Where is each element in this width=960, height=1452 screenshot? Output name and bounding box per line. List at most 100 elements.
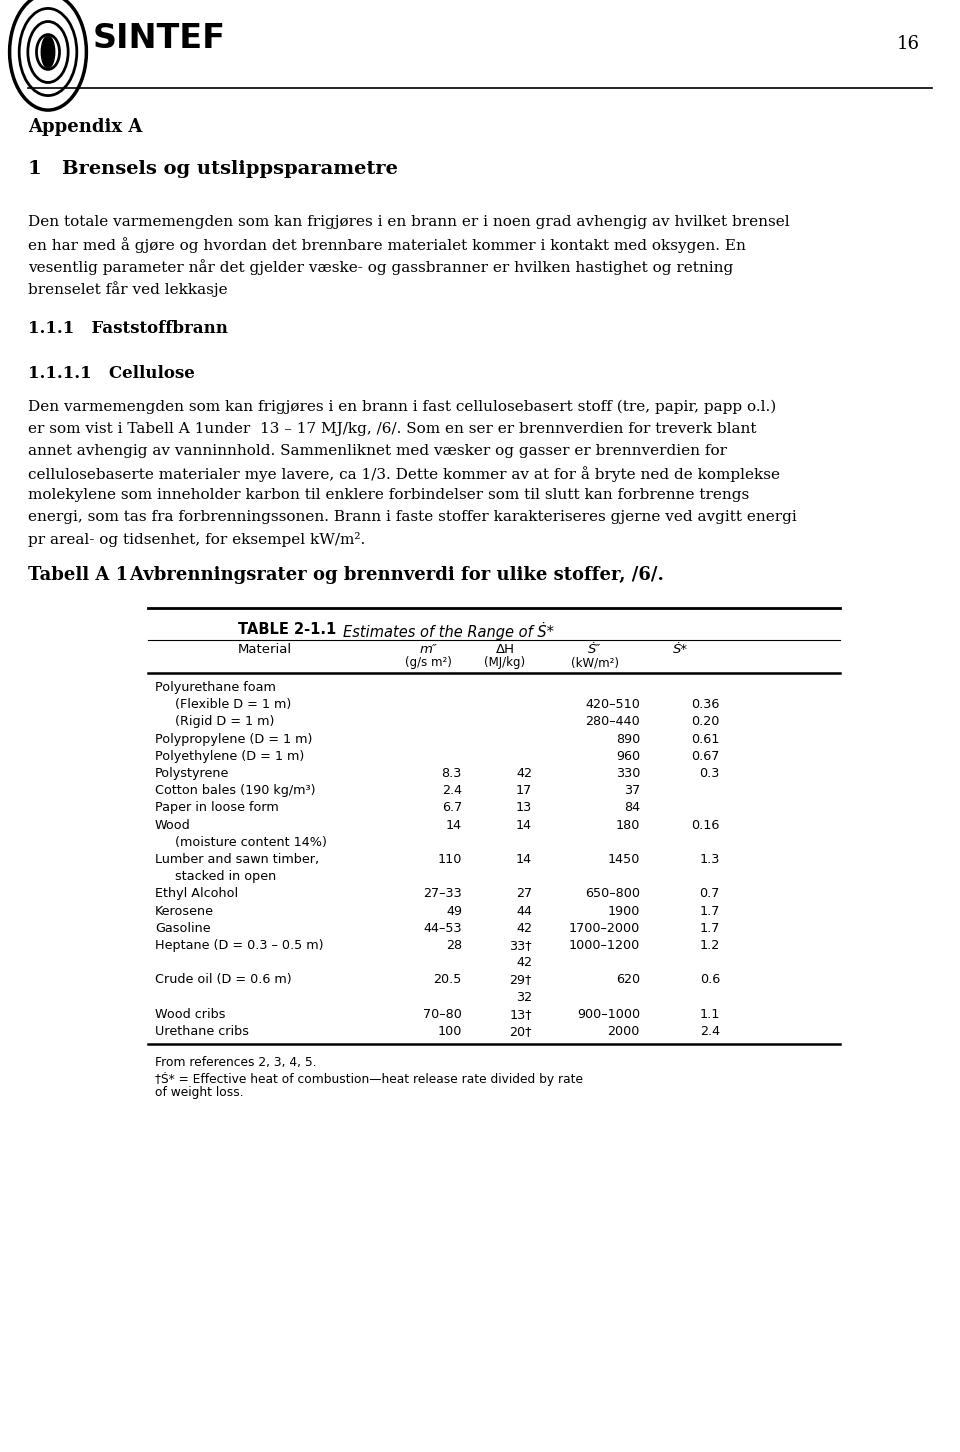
- Text: Cotton bales (190 kg/m³): Cotton bales (190 kg/m³): [155, 784, 316, 797]
- Text: Kerosene: Kerosene: [155, 905, 214, 918]
- Text: 27–33: 27–33: [423, 887, 462, 900]
- Text: Ṡ″: Ṡ″: [588, 643, 602, 656]
- Text: 14: 14: [516, 852, 532, 865]
- Text: Wood cribs: Wood cribs: [155, 1008, 226, 1021]
- Text: 890: 890: [615, 733, 640, 745]
- Text: Gasoline: Gasoline: [155, 922, 210, 935]
- Text: molekylene som inneholder karbon til enklere forbindelser som til slutt kan forb: molekylene som inneholder karbon til enk…: [28, 488, 749, 502]
- Text: Polystyrene: Polystyrene: [155, 767, 229, 780]
- Text: 28: 28: [445, 939, 462, 953]
- Text: 0.3: 0.3: [700, 767, 720, 780]
- Text: 330: 330: [615, 767, 640, 780]
- Text: 110: 110: [438, 852, 462, 865]
- Text: 900–1000: 900–1000: [577, 1008, 640, 1021]
- Text: 1.2: 1.2: [700, 939, 720, 953]
- Text: m″: m″: [420, 643, 437, 656]
- Text: 13: 13: [516, 802, 532, 815]
- Text: (Rigid D = 1 m): (Rigid D = 1 m): [175, 716, 275, 729]
- Text: 13†: 13†: [510, 1008, 532, 1021]
- Text: ΔH: ΔH: [495, 643, 515, 656]
- Text: 2.4: 2.4: [700, 1025, 720, 1038]
- Text: cellulosebaserte materialer mye lavere, ca 1/3. Dette kommer av at for å bryte n: cellulosebaserte materialer mye lavere, …: [28, 466, 780, 482]
- Text: 0.61: 0.61: [691, 733, 720, 745]
- Text: 29†: 29†: [510, 973, 532, 986]
- Text: 1900: 1900: [608, 905, 640, 918]
- Text: Tabell A 1: Tabell A 1: [28, 566, 128, 584]
- Text: 100: 100: [438, 1025, 462, 1038]
- Text: 42: 42: [516, 767, 532, 780]
- Text: 44: 44: [516, 905, 532, 918]
- Text: 280–440: 280–440: [586, 716, 640, 729]
- Text: Heptane (D = 0.3 – 0.5 m): Heptane (D = 0.3 – 0.5 m): [155, 939, 324, 953]
- Text: From references 2, 3, 4, 5.: From references 2, 3, 4, 5.: [155, 1056, 317, 1069]
- Text: 33†: 33†: [510, 939, 532, 953]
- Text: 420–510: 420–510: [586, 698, 640, 711]
- Text: 14: 14: [516, 819, 532, 832]
- Text: 17: 17: [516, 784, 532, 797]
- Text: stacked in open: stacked in open: [175, 870, 276, 883]
- Text: 20†: 20†: [510, 1025, 532, 1038]
- Text: †Ṡ* = Effective heat of combustion—heat release rate divided by rate: †Ṡ* = Effective heat of combustion—heat …: [155, 1072, 583, 1086]
- Text: Paper in loose form: Paper in loose form: [155, 802, 278, 815]
- Text: 20.5: 20.5: [434, 973, 462, 986]
- Text: SINTEF: SINTEF: [93, 22, 226, 55]
- Text: 0.16: 0.16: [691, 819, 720, 832]
- Text: Material: Material: [238, 643, 292, 656]
- Text: Appendix A: Appendix A: [28, 118, 142, 136]
- Ellipse shape: [41, 36, 55, 68]
- Text: Polyurethane foam: Polyurethane foam: [155, 681, 276, 694]
- Text: 1.3: 1.3: [700, 852, 720, 865]
- Text: 42: 42: [516, 957, 532, 968]
- Text: 27: 27: [516, 887, 532, 900]
- Text: (g/s m²): (g/s m²): [404, 656, 451, 669]
- Text: 0.36: 0.36: [691, 698, 720, 711]
- Text: en har med å gjøre og hvordan det brennbare materialet kommer i kontakt med oksy: en har med å gjøre og hvordan det brennb…: [28, 237, 746, 253]
- Text: (MJ/kg): (MJ/kg): [485, 656, 525, 669]
- Text: 0.6: 0.6: [700, 973, 720, 986]
- Text: Ethyl Alcohol: Ethyl Alcohol: [155, 887, 238, 900]
- Text: 37: 37: [624, 784, 640, 797]
- Text: 70–80: 70–80: [423, 1008, 462, 1021]
- Text: 1.7: 1.7: [700, 922, 720, 935]
- Text: Avbrenningsrater og brennverdi for ulike stoffer, /6/.: Avbrenningsrater og brennverdi for ulike…: [105, 566, 664, 584]
- Text: 6.7: 6.7: [442, 802, 462, 815]
- Text: Crude oil (D = 0.6 m): Crude oil (D = 0.6 m): [155, 973, 292, 986]
- Text: vesentlig parameter når det gjelder væske- og gassbranner er hvilken hastighet o: vesentlig parameter når det gjelder væsk…: [28, 258, 733, 274]
- Text: TABLE 2-1.1: TABLE 2-1.1: [238, 621, 336, 637]
- Text: Wood: Wood: [155, 819, 191, 832]
- Text: pr areal- og tidsenhet, for eksempel kW/m².: pr areal- og tidsenhet, for eksempel kW/…: [28, 531, 365, 547]
- Text: 16: 16: [897, 35, 920, 54]
- Text: Polypropylene (D = 1 m): Polypropylene (D = 1 m): [155, 733, 312, 745]
- Text: Den varmemengden som kan frigjøres i en brann i fast cellulosebasert stoff (tre,: Den varmemengden som kan frigjøres i en …: [28, 399, 777, 414]
- Text: 960: 960: [616, 749, 640, 762]
- Text: 0.67: 0.67: [691, 749, 720, 762]
- Text: Den totale varmemengden som kan frigjøres i en brann er i noen grad avhengig av : Den totale varmemengden som kan frigjøre…: [28, 215, 790, 229]
- Text: 84: 84: [624, 802, 640, 815]
- Text: 180: 180: [615, 819, 640, 832]
- Text: 650–800: 650–800: [585, 887, 640, 900]
- Text: Lumber and sawn timber,: Lumber and sawn timber,: [155, 852, 319, 865]
- Text: brenselet får ved lekkasje: brenselet får ved lekkasje: [28, 282, 228, 296]
- Text: 2000: 2000: [608, 1025, 640, 1038]
- Text: annet avhengig av vanninnhold. Sammenliknet med væsker og gasser er brennverdien: annet avhengig av vanninnhold. Sammenlik…: [28, 444, 727, 457]
- Text: 42: 42: [516, 922, 532, 935]
- Text: energi, som tas fra forbrenningssonen. Brann i faste stoffer karakteriseres gjer: energi, som tas fra forbrenningssonen. B…: [28, 510, 797, 524]
- Text: Estimates of the Range of Ṡ*: Estimates of the Range of Ṡ*: [343, 621, 554, 640]
- Text: 1.1.1.1   Cellulose: 1.1.1.1 Cellulose: [28, 364, 195, 382]
- Text: 0.20: 0.20: [691, 716, 720, 729]
- Text: 620: 620: [616, 973, 640, 986]
- Text: 1000–1200: 1000–1200: [568, 939, 640, 953]
- Text: 1.7: 1.7: [700, 905, 720, 918]
- Text: Polyethylene (D = 1 m): Polyethylene (D = 1 m): [155, 749, 304, 762]
- Text: 1   Brensels og utslippsparametre: 1 Brensels og utslippsparametre: [28, 160, 397, 179]
- Text: 1700–2000: 1700–2000: [568, 922, 640, 935]
- Text: er som vist i Tabell A 1under  13 – 17 MJ/kg, /6/. Som en ser er brennverdien fo: er som vist i Tabell A 1under 13 – 17 MJ…: [28, 423, 756, 436]
- Text: (Flexible D = 1 m): (Flexible D = 1 m): [175, 698, 291, 711]
- Text: 49: 49: [446, 905, 462, 918]
- Text: 2.4: 2.4: [442, 784, 462, 797]
- Text: (moisture content 14%): (moisture content 14%): [175, 836, 326, 849]
- Text: 1.1: 1.1: [700, 1008, 720, 1021]
- Text: 14: 14: [445, 819, 462, 832]
- Text: (kW/m²): (kW/m²): [571, 656, 619, 669]
- Text: 32: 32: [516, 990, 532, 1003]
